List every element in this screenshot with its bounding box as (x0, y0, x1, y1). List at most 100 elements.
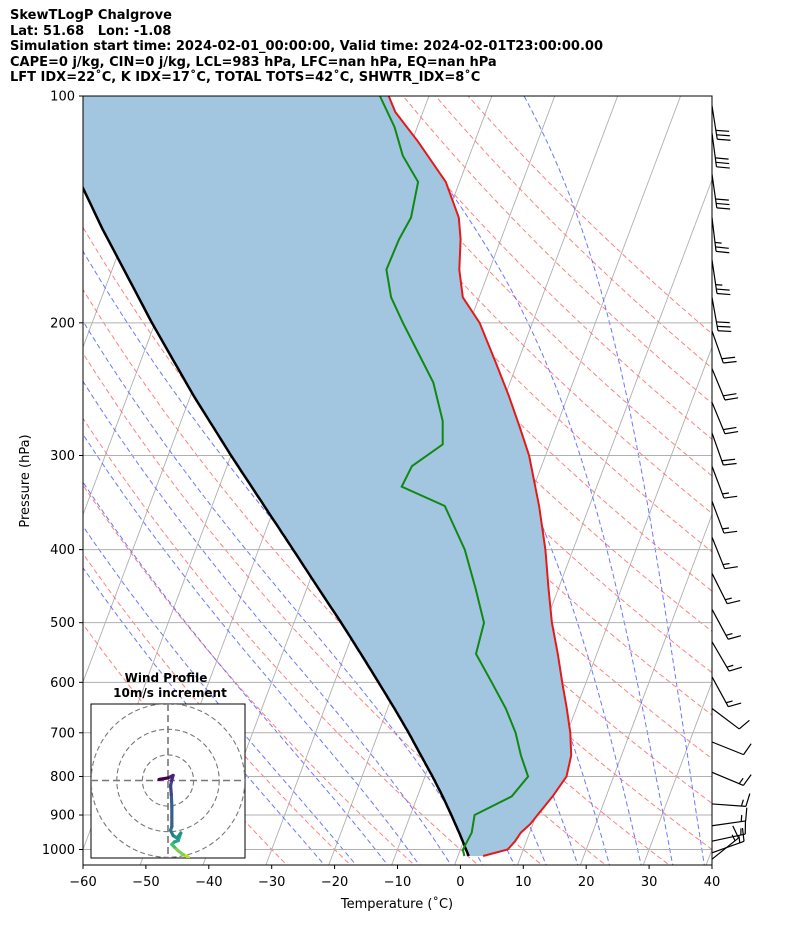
wind-barb (711, 573, 741, 605)
wind-barb-staff (711, 837, 739, 860)
wind-barb-half-feather (731, 834, 736, 842)
wind-barb-half-feather (722, 492, 730, 495)
wind-barb (711, 676, 742, 708)
wind-barb (711, 402, 739, 435)
x-axis-label: Temperature (˚C) (340, 896, 453, 912)
wind-barb (711, 708, 750, 730)
x-tick-label: 40 (704, 875, 721, 890)
wind-barb-feather (715, 246, 729, 249)
wind-barb-staff (711, 573, 728, 604)
wind-barb-staff (711, 676, 729, 707)
x-tick-label: 20 (578, 875, 595, 890)
isotherm-line (768, 79, 794, 868)
wind-barb-feather (732, 825, 740, 839)
wind-barb-staff (711, 133, 718, 167)
wind-barb-staff (711, 833, 746, 842)
parcel-trace (83, 185, 470, 857)
wind-barb-feather (724, 566, 738, 570)
wind-barb-staff (711, 741, 744, 756)
moist-adiabat-line (83, 525, 357, 865)
wind-barb-feather (738, 719, 750, 730)
wind-barb-feather (724, 397, 739, 401)
wind-barb (711, 501, 738, 534)
wind-barb-half-feather (714, 241, 722, 244)
time-line: Simulation start time: 2024-02-01_00:00:… (10, 39, 603, 55)
wind-barb-feather (717, 325, 731, 328)
wind-barb (711, 741, 752, 756)
wind-barb-half-feather (740, 814, 743, 822)
hodograph-trace (157, 773, 191, 858)
x-tick-label: 10 (515, 875, 532, 890)
wind-barb-staff (711, 466, 725, 499)
isotherm-line (579, 513, 712, 865)
wind-barb-half-feather (722, 562, 730, 566)
dry-adiabat-line (272, 96, 712, 553)
wind-barb-staff (711, 105, 718, 140)
wind-barbs (711, 105, 752, 860)
y-tick-label: 700 (50, 726, 75, 741)
wind-barb-feather (721, 356, 736, 360)
y-tick-label: 400 (50, 543, 75, 558)
hodograph-inset: Wind Profile 10m/s increment (90, 671, 246, 859)
x-tick-label: −10 (384, 875, 411, 890)
y-tick-label: 100 (50, 90, 75, 105)
wind-barb (711, 820, 747, 842)
wind-barb-feather (743, 743, 752, 755)
wind-barb-half-feather (740, 799, 744, 807)
wind-barb-feather (717, 138, 731, 141)
wind-barb-feather (715, 161, 730, 165)
temperature-trace (387, 96, 573, 857)
wind-barb-feather (745, 807, 748, 821)
wind-barb-staff (711, 402, 726, 434)
wind-barb-staff (711, 641, 730, 672)
x-tick-label: −40 (195, 875, 222, 890)
wind-barb-feather (715, 198, 729, 201)
hodograph-subtitle: 10m/s increment (113, 686, 227, 700)
cin-shaded-area (83, 96, 572, 856)
wind-barb (711, 793, 751, 807)
wind-barb (711, 368, 739, 401)
stability-indices-line: CAPE=0 j/kg, CIN=0 j/kg, LCL=983 hPa, LF… (10, 54, 497, 70)
y-tick-label: 900 (50, 809, 75, 824)
wind-barb-feather (723, 462, 737, 466)
isotherm-line (642, 680, 712, 865)
wind-barb-staff (711, 803, 746, 807)
wind-barb-half-feather (725, 632, 733, 636)
wind-barb-feather (723, 393, 737, 397)
wind-barb-staff (711, 259, 718, 294)
sounding-profiles (83, 96, 573, 857)
wind-barb-half-feather (738, 836, 741, 843)
wind-barb-feather (716, 207, 731, 210)
hodograph-rings (91, 704, 245, 858)
moist-adiabat-line (380, 96, 674, 865)
wind-barb (711, 174, 731, 210)
x-tick-label: −60 (69, 875, 96, 890)
wind-barb (711, 536, 738, 570)
wind-barb (711, 807, 748, 827)
y-tick-label: 800 (50, 770, 75, 785)
y-tick-label: 300 (50, 449, 75, 464)
wind-barb (711, 771, 752, 786)
wind-barb (711, 825, 740, 860)
wind-barb-staff (711, 708, 740, 730)
wind-barb-staff (711, 368, 726, 401)
wind-barb-staff (711, 501, 725, 534)
hodograph-ring (116, 728, 220, 833)
wind-barb-feather (717, 330, 732, 333)
wind-barb-feather (716, 288, 730, 291)
y-tick-label: 500 (50, 616, 75, 631)
isotherm-line (705, 848, 712, 865)
moist-adiabat-line (83, 566, 326, 865)
wind-barb-feather (715, 157, 729, 160)
x-tick-label: 0 (456, 875, 464, 890)
wind-barb-feather (745, 793, 751, 807)
hodograph-ring (91, 704, 245, 858)
wind-barb-half-feather (738, 777, 744, 785)
wind-barb-feather (723, 426, 737, 431)
wind-barb-feather (727, 635, 742, 640)
wind-barb-feather (723, 495, 738, 499)
y-tick-label: 600 (50, 676, 75, 691)
wind-barb (711, 432, 737, 466)
location-line: Lat: 51.68 Lon: -1.08 (10, 23, 172, 39)
